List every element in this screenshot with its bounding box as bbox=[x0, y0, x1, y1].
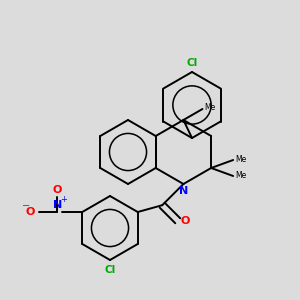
Text: Cl: Cl bbox=[186, 58, 198, 68]
Text: Me: Me bbox=[235, 155, 246, 164]
Text: O: O bbox=[181, 216, 190, 226]
Text: N: N bbox=[53, 200, 62, 210]
Text: Me: Me bbox=[205, 103, 216, 112]
Text: +: + bbox=[60, 195, 67, 204]
Text: O: O bbox=[26, 207, 35, 217]
Text: −: − bbox=[22, 201, 30, 211]
Text: O: O bbox=[52, 185, 62, 195]
Text: Cl: Cl bbox=[104, 265, 116, 275]
Text: N: N bbox=[179, 186, 188, 196]
Text: Me: Me bbox=[235, 172, 246, 181]
